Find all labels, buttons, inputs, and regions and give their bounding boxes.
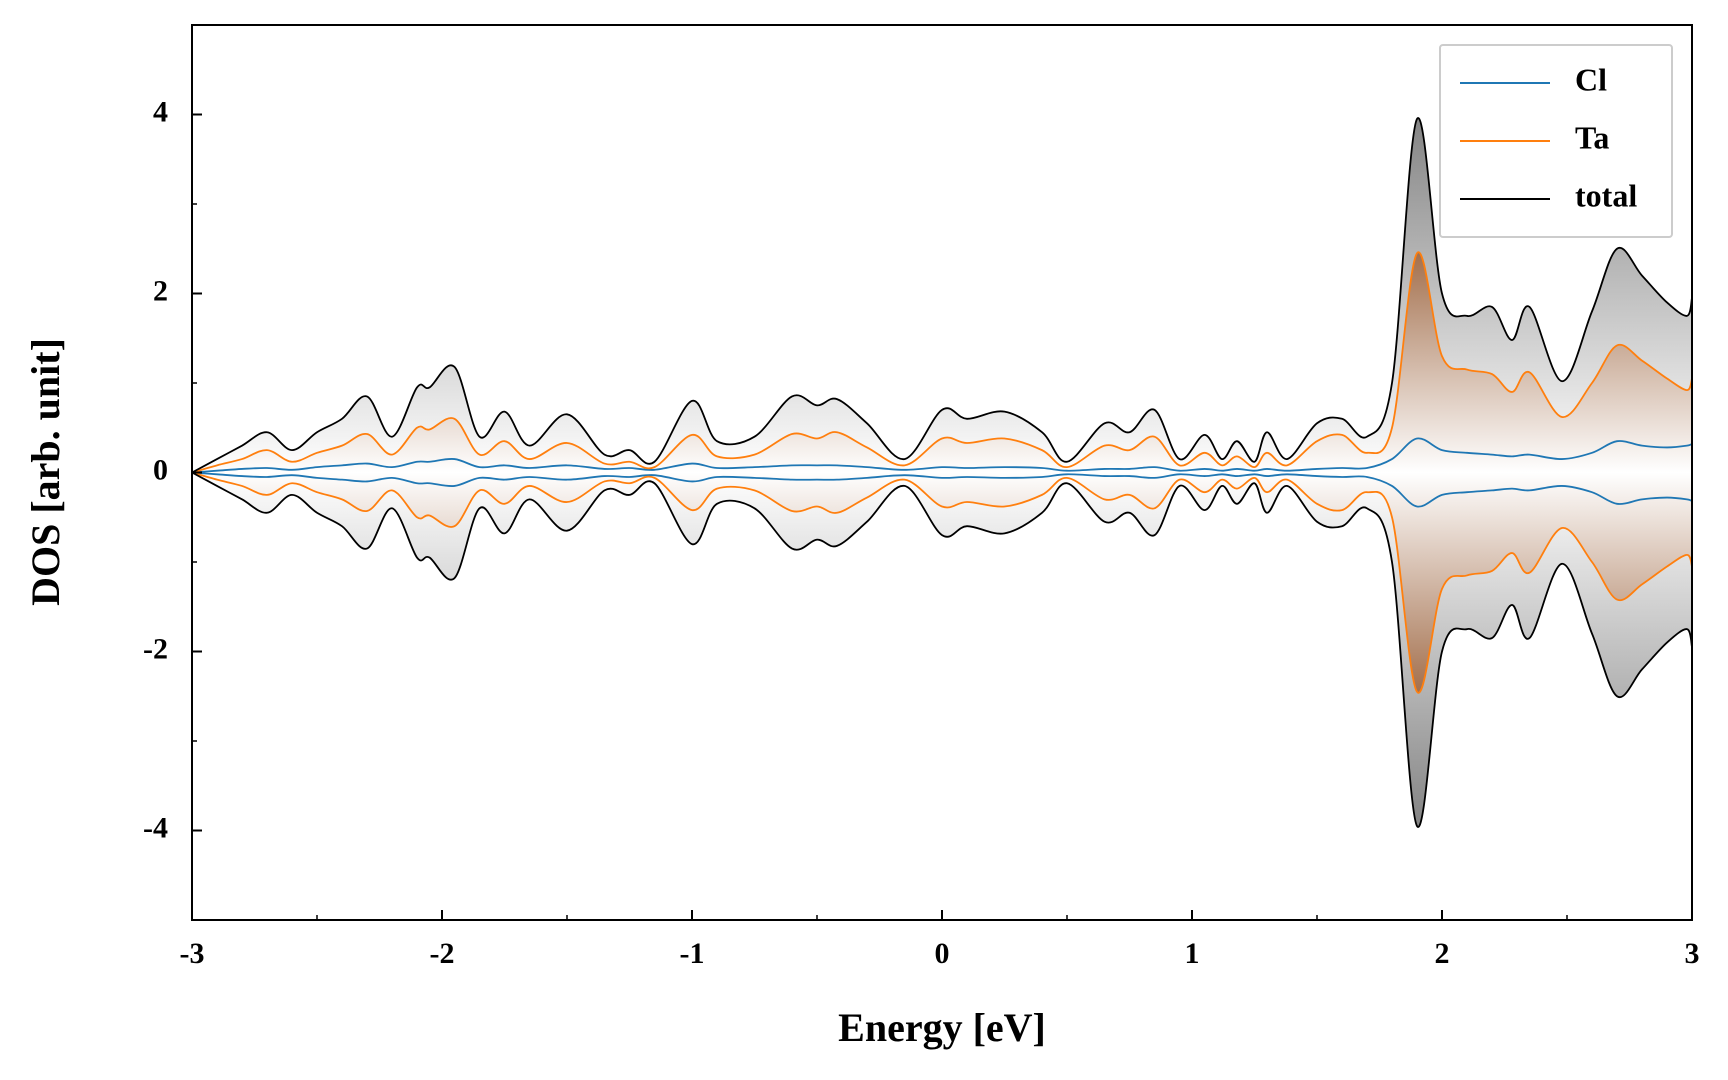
legend: Cl Ta total — [1439, 44, 1673, 238]
x-tick-label: -1 — [680, 937, 705, 970]
x-tick-label: 0 — [935, 937, 950, 970]
x-tick-label: 3 — [1685, 937, 1700, 970]
series-line — [191, 251, 1693, 474]
series-line — [191, 437, 1693, 474]
legend-box — [1439, 44, 1673, 238]
series-line — [191, 471, 1693, 828]
area-fill — [192, 252, 1692, 693]
x-tick-label: -3 — [180, 937, 205, 970]
series-line — [191, 471, 1693, 508]
x-tick-label: 2 — [1435, 937, 1450, 970]
y-tick-label: 4 — [153, 95, 168, 128]
y-tick-label: 0 — [153, 453, 168, 486]
x-tick-label: 1 — [1185, 937, 1200, 970]
series-line — [191, 117, 1693, 474]
y-tick-label: -4 — [143, 811, 168, 844]
legend-label: total — [1575, 177, 1637, 213]
legend-label: Ta — [1575, 119, 1609, 155]
series-line — [191, 471, 1693, 694]
y-axis-label: DOS [arb. unit] — [23, 338, 68, 606]
x-tick-label: -2 — [430, 937, 455, 970]
x-axis-label: Energy [eV] — [838, 1005, 1046, 1050]
legend-label: Cl — [1575, 61, 1607, 97]
y-tick-label: -2 — [143, 632, 168, 665]
y-tick-label: 2 — [153, 274, 168, 307]
